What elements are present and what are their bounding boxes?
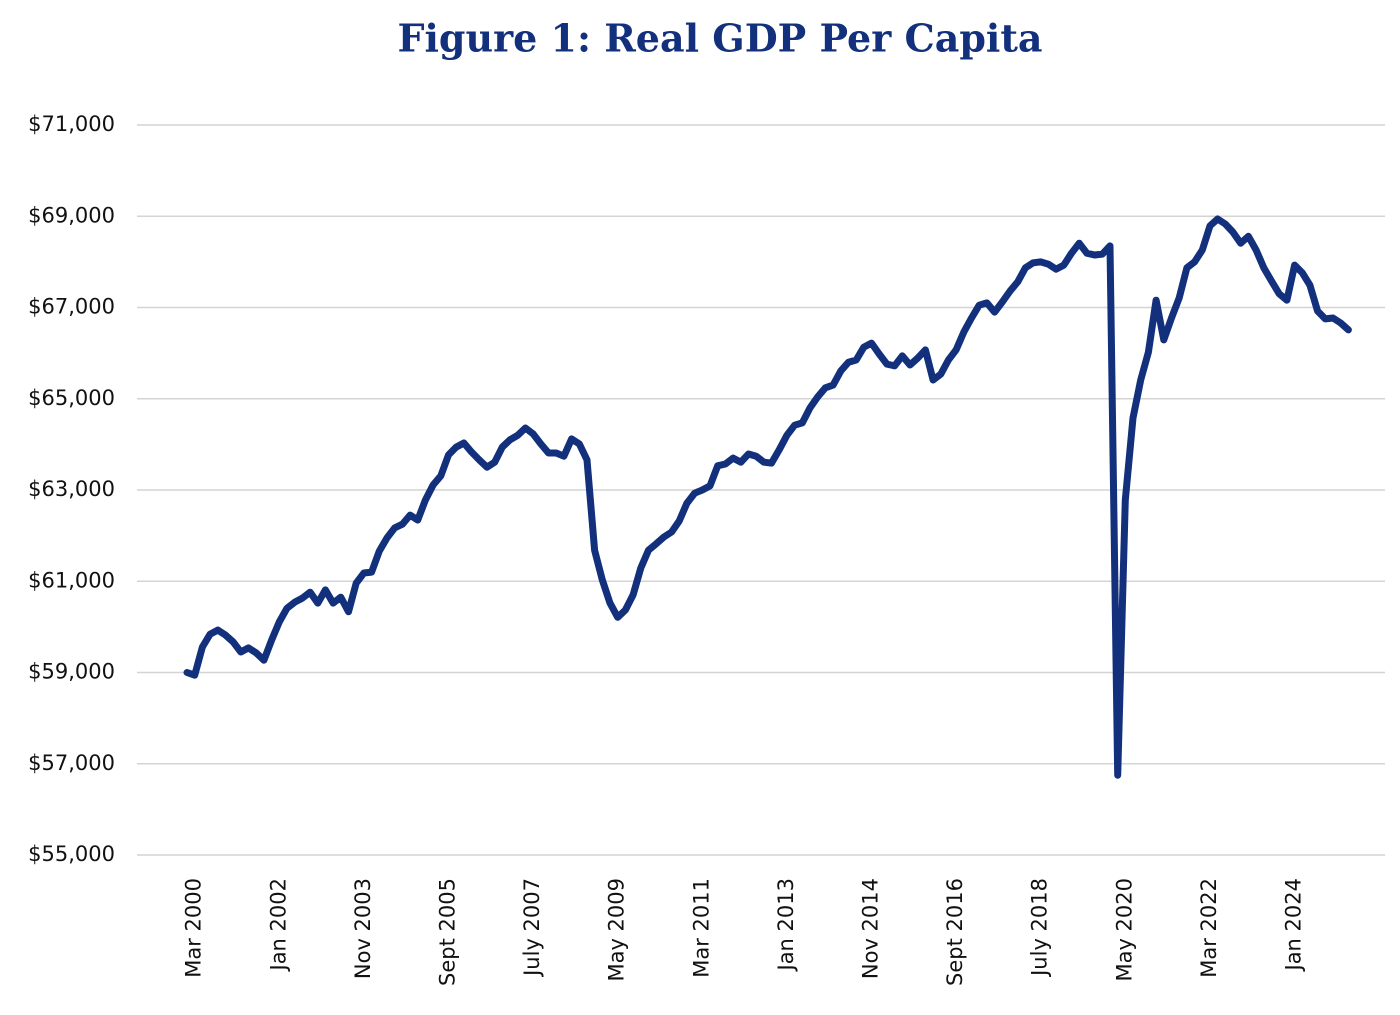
x-tick-label: Mar 2000 [182, 878, 206, 978]
x-tick-label: May 2009 [605, 878, 629, 982]
x-tick-label: July 2018 [1028, 878, 1052, 978]
data-line [183, 215, 1352, 779]
y-tick-label: $67,000 [28, 295, 115, 319]
x-tick-label: Nov 2014 [859, 878, 883, 979]
y-tick-label: $65,000 [28, 386, 115, 410]
x-tick-label: Mar 2011 [689, 878, 713, 978]
chart-title: Figure 1: Real GDP Per Capita [397, 16, 1042, 61]
y-tick-label: $71,000 [28, 112, 115, 136]
x-tick-label: Jan 2002 [266, 878, 290, 973]
y-tick-label: $59,000 [28, 660, 115, 684]
x-tick-label: Sept 2016 [943, 878, 967, 986]
x-tick-label: Jan 2024 [1282, 878, 1306, 973]
x-tick-label: Jan 2013 [774, 878, 798, 973]
x-tick-label: Nov 2003 [351, 878, 375, 979]
x-tick-label: Mar 2022 [1197, 878, 1221, 978]
x-tick-label: Sept 2005 [436, 878, 460, 986]
y-tick-label: $69,000 [28, 203, 115, 227]
y-tick-label: $63,000 [28, 477, 115, 501]
y-tick-label: $55,000 [28, 842, 115, 866]
y-tick-label: $61,000 [28, 568, 115, 592]
y-tick-label: $57,000 [28, 751, 115, 775]
x-tick-label: July 2007 [520, 878, 544, 978]
x-tick-label: May 2020 [1112, 878, 1136, 982]
